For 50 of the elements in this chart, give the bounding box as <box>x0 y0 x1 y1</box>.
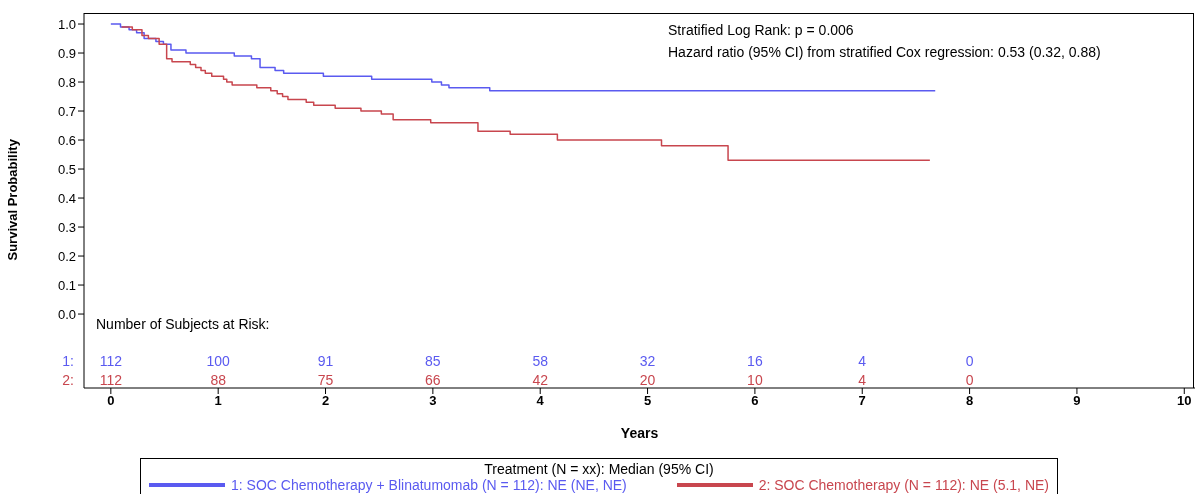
annotation: 88 <box>209 372 227 389</box>
text: 1: <box>62 353 74 370</box>
y-tick-label: 0.0 <box>57 306 76 322</box>
annotation: 58 <box>531 353 549 370</box>
annotation: 100 <box>205 353 231 370</box>
text: 1: SOC Chemotherapy + Blinatumomab (N = 112): NE (NE, NE) <box>231 477 627 493</box>
annotation: 0 <box>964 372 975 389</box>
y-tick-label: 0.6 <box>57 132 76 148</box>
annotation: Number of Subjects at Risk: <box>96 316 270 332</box>
y-tick-label: 0.8 <box>57 74 76 90</box>
annotation: Hazard ratio (95% CI) from stratified Cox regression: 0.53 (0.32, 0.88) <box>668 44 1101 60</box>
annotation: 42 <box>531 372 549 389</box>
annotation: 16 <box>746 353 764 370</box>
annotation: 10 <box>746 372 764 389</box>
x-tick-label: 3 <box>429 393 437 409</box>
x-tick-label: 0 <box>107 393 115 409</box>
y-tick-label: 1.0 <box>57 16 76 32</box>
annotation: 66 <box>424 372 442 389</box>
x-tick-label: 5 <box>643 393 652 409</box>
annotation: 112 <box>98 353 123 370</box>
annotation: 4 <box>857 353 868 370</box>
annotation: 112 <box>98 372 123 389</box>
y-tick-label: 0.5 <box>57 161 76 177</box>
y-tick-label: 0.1 <box>57 277 76 293</box>
y-tick-label: 0.2 <box>57 248 76 264</box>
y-tick-label: 0.9 <box>57 45 76 61</box>
x-tick-label: 2 <box>321 393 330 409</box>
y-tick-label: 0.3 <box>57 219 76 235</box>
x-tick-label: 1 <box>214 393 222 409</box>
annotation: 4 <box>857 372 868 389</box>
x-tick-label: 7 <box>858 393 866 409</box>
x-tick-label: 6 <box>751 393 759 409</box>
x-axis-title: Years <box>620 425 659 441</box>
annotation: 0 <box>964 353 975 370</box>
x-tick-label: 9 <box>1073 393 1081 409</box>
text: 2: <box>62 372 74 389</box>
annotation: 75 <box>316 372 335 389</box>
x-tick-label: 8 <box>965 393 974 409</box>
annotation: 85 <box>424 353 442 370</box>
x-tick-label: 10 <box>1177 393 1192 409</box>
annotation: 20 <box>638 372 657 389</box>
x-tick-label: 4 <box>536 393 545 409</box>
annotation: 91 <box>316 353 335 370</box>
annotation: 32 <box>638 353 657 370</box>
annotation: Stratified Log Rank: p = 0.006 <box>668 22 854 38</box>
y-tick-label: 0.4 <box>57 190 76 206</box>
y-axis-title: Survival Probability <box>4 138 20 261</box>
legend-title: Treatment (N = xx): Median (95% CI) <box>483 461 715 477</box>
y-tick-label: 0.7 <box>57 103 76 119</box>
text: 2: SOC Chemotherapy (N = 112): NE (5.1, NE) <box>758 477 1049 493</box>
